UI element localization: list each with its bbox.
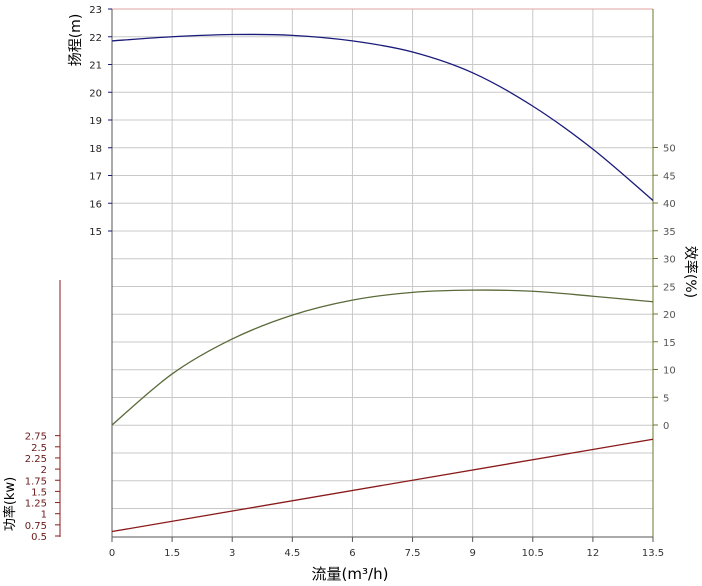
power-tick-label: 0.5 bbox=[31, 532, 47, 543]
tick-labels: 0 1.5 3 4.5 6 7.5 9 10.5 12 13.515161718192021222… bbox=[25, 5, 676, 559]
efficiency-curve bbox=[111, 289, 654, 426]
x-tick-label: 3 bbox=[229, 548, 235, 559]
power-tick-label: 1.75 bbox=[25, 476, 47, 487]
power-tick-label: 1.25 bbox=[25, 499, 47, 510]
efficiency-tick-label: 15 bbox=[663, 338, 676, 349]
power-tick-label: 2 bbox=[41, 465, 47, 476]
x-tick-label: 4.5 bbox=[284, 548, 300, 559]
efficiency-tick-label: 0 bbox=[663, 421, 669, 432]
power-tick-label: 2.75 bbox=[25, 432, 47, 443]
power-tick-label: 2.5 bbox=[31, 443, 47, 454]
head-tick-label: 15 bbox=[89, 227, 102, 238]
efficiency-tick-label: 30 bbox=[663, 255, 676, 266]
head-tick-label: 17 bbox=[89, 172, 102, 183]
x-tick-label: 6 bbox=[349, 548, 355, 559]
head-axis-title: 扬程(m) bbox=[68, 14, 84, 67]
efficiency-tick-label: 20 bbox=[663, 310, 676, 321]
power-tick-label: 0.75 bbox=[25, 521, 47, 532]
x-tick-label: 7.5 bbox=[405, 548, 421, 559]
efficiency-tick-label: 45 bbox=[663, 171, 676, 182]
efficiency-axis-title: 效率(%) bbox=[682, 246, 699, 298]
series bbox=[111, 33, 654, 533]
power-tick-label: 1 bbox=[41, 510, 47, 521]
efficiency-tick-label: 35 bbox=[663, 227, 676, 238]
axes bbox=[55, 8, 658, 542]
x-tick-label: 9 bbox=[469, 548, 475, 559]
power-tick-label: 1.5 bbox=[31, 487, 47, 498]
x-tick-label: 13.5 bbox=[642, 548, 664, 559]
x-tick-label: 0 bbox=[109, 548, 115, 559]
x-tick-label: 12 bbox=[587, 548, 600, 559]
power-axis-title: 功率(kw) bbox=[2, 477, 18, 531]
head-tick-label: 23 bbox=[89, 5, 102, 16]
head-tick-label: 21 bbox=[89, 61, 102, 72]
x-tick-label: 1.5 bbox=[164, 548, 180, 559]
head-tick-label: 20 bbox=[89, 88, 102, 99]
efficiency-tick-label: 40 bbox=[663, 199, 676, 210]
power-tick-label: 2.25 bbox=[25, 454, 47, 465]
power-curve bbox=[111, 438, 654, 533]
head-tick-label: 19 bbox=[89, 116, 102, 127]
x-axis-title: 流量(m³/h) bbox=[312, 565, 389, 583]
head-tick-label: 18 bbox=[89, 144, 102, 155]
efficiency-tick-label: 50 bbox=[663, 144, 676, 155]
grid bbox=[112, 8, 654, 537]
efficiency-tick-label: 5 bbox=[663, 393, 669, 404]
head-curve bbox=[111, 33, 654, 201]
efficiency-tick-label: 25 bbox=[663, 282, 676, 293]
head-tick-label: 22 bbox=[89, 33, 102, 44]
x-tick-label: 10.5 bbox=[522, 548, 544, 559]
head-tick-label: 16 bbox=[89, 199, 102, 210]
efficiency-tick-label: 10 bbox=[663, 366, 676, 377]
